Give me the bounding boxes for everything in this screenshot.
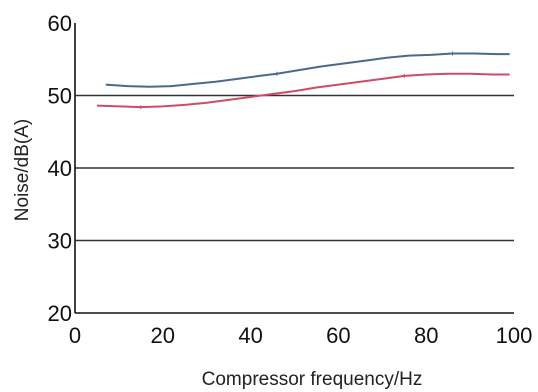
series-group <box>96 51 510 110</box>
series-line-1 <box>105 52 510 88</box>
series-line-2 <box>96 72 510 109</box>
x-tick-label: 80 <box>414 323 438 348</box>
y-tick-label: 60 <box>48 11 72 36</box>
grid-lines <box>75 94 514 242</box>
y-tick-label: 40 <box>48 156 72 181</box>
x-axis-label: Compressor frequency/Hz <box>202 369 423 390</box>
x-tick-label: 40 <box>238 323 262 348</box>
y-tick-label: 30 <box>48 229 72 254</box>
x-tick-labels: 0 20 40 60 80 100 <box>69 323 532 348</box>
y-axis-label: Noise/dB(A) <box>12 119 33 221</box>
x-tick-label: 0 <box>69 323 81 348</box>
x-tick-label: 100 <box>496 323 533 348</box>
y-tick-labels: 20 30 40 50 60 <box>48 11 72 326</box>
x-tick-label: 20 <box>151 323 175 348</box>
y-tick-label: 20 <box>48 301 72 326</box>
x-tick-label: 60 <box>326 323 350 348</box>
y-tick-label: 50 <box>48 84 72 109</box>
axes <box>74 23 514 314</box>
